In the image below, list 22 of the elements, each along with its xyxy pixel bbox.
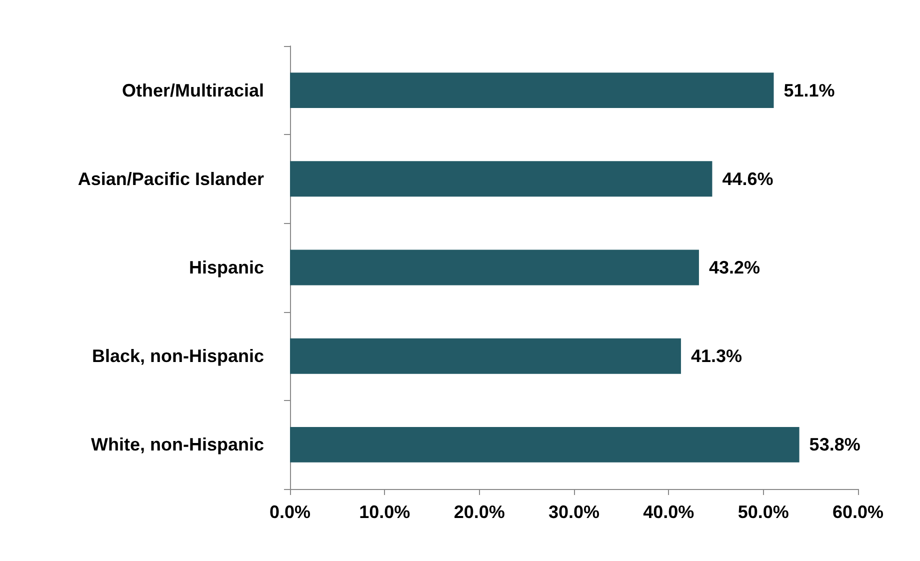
x-tick-label: 0.0% <box>269 502 311 522</box>
data-label: 44.6% <box>722 168 774 189</box>
bar <box>290 72 774 108</box>
x-tick-label: 40.0% <box>643 502 694 522</box>
y-tick-label: Hispanic <box>188 258 264 278</box>
data-label: 43.2% <box>708 258 760 278</box>
x-tick-label: 60.0% <box>832 502 884 522</box>
x-tick-label: 30.0% <box>548 502 600 522</box>
bar <box>290 161 712 197</box>
x-tick-label: 50.0% <box>738 502 789 522</box>
data-label: 51.1% <box>784 80 835 100</box>
bar <box>290 426 800 462</box>
bar <box>290 250 699 286</box>
data-label: 53.8% <box>809 434 860 455</box>
y-tick-label: Asian/Pacific Islander <box>78 168 264 189</box>
y-tick-label: White, non-Hispanic <box>91 434 264 455</box>
data-label: 41.3% <box>690 346 742 366</box>
x-tick-label: 10.0% <box>359 502 410 522</box>
y-tick-label: Other/Multiracial <box>122 80 264 100</box>
x-tick-label: 20.0% <box>454 502 505 522</box>
y-tick-label: Black, non-Hispanic <box>92 346 264 366</box>
bar <box>290 338 681 374</box>
